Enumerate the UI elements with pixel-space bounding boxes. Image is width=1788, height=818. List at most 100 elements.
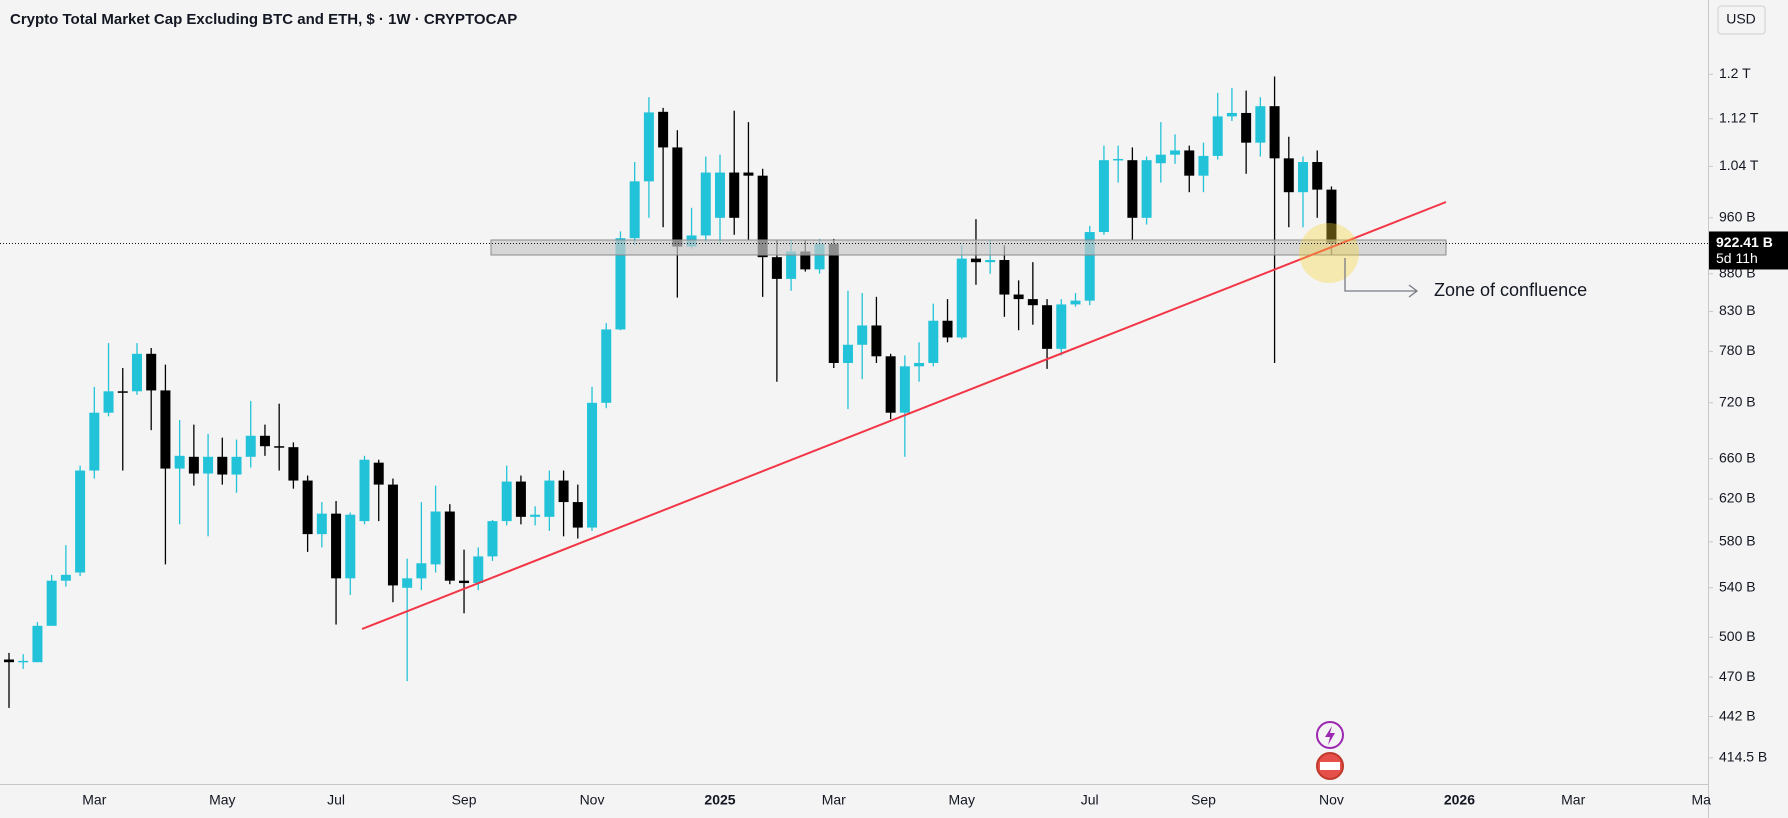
- candle-body: [1312, 162, 1323, 190]
- candle-body: [672, 147, 683, 247]
- candle-body: [615, 238, 626, 330]
- candle-body: [1226, 112, 1237, 117]
- y-tick-label: 1.12 T: [1719, 109, 1759, 125]
- candle-body: [373, 462, 384, 485]
- plot: [4, 76, 1337, 708]
- last-price-label: 922.41 B: [1716, 234, 1773, 250]
- candle-body: [302, 480, 313, 535]
- candle-body: [1155, 154, 1166, 164]
- currency[interactable]: USD: [1726, 11, 1756, 27]
- price-axis-panel: [1708, 0, 1788, 818]
- candle-body: [700, 172, 711, 236]
- candle-body: [1056, 304, 1067, 349]
- candle-body: [160, 390, 171, 469]
- x-tick-label: Ma: [1691, 792, 1711, 808]
- candle-body: [871, 325, 882, 357]
- candle-body: [1198, 155, 1209, 176]
- x-tick-label: Nov: [1319, 792, 1344, 808]
- candle-body: [4, 659, 14, 663]
- y-tick-label: 540 B: [1719, 578, 1756, 594]
- candle-body: [459, 580, 470, 584]
- x-tick-label: Mar: [1561, 792, 1585, 808]
- y-tick-label: 442 B: [1719, 707, 1756, 723]
- candle-body: [245, 435, 256, 457]
- candle-body: [203, 456, 214, 474]
- lightning-glyph: [1325, 726, 1335, 745]
- x-tick-label: Jul: [1081, 792, 1099, 808]
- candle-body: [217, 456, 228, 475]
- candle-body: [757, 175, 768, 258]
- x-tick-label: Sep: [1191, 792, 1216, 808]
- candle-body: [1255, 106, 1266, 143]
- candle-body: [60, 574, 71, 581]
- candle-body: [985, 260, 996, 263]
- candle-body: [359, 459, 370, 522]
- candle-body: [629, 181, 640, 239]
- arrow: [1344, 258, 1417, 292]
- currency-button[interactable]: [1717, 5, 1766, 35]
- countdown: 5d 11h: [1716, 250, 1758, 266]
- candle-body: [999, 260, 1010, 295]
- candle-body: [544, 480, 555, 517]
- candle-body: [231, 456, 242, 475]
- y-tick-label: 414.5 B: [1719, 749, 1767, 765]
- candle-body: [814, 243, 825, 270]
- trend-line: [361, 201, 1447, 630]
- y-tick-label: 470 B: [1719, 668, 1756, 684]
- candle-body: [501, 481, 512, 522]
- candle-body: [970, 258, 981, 263]
- candle-body: [174, 455, 185, 469]
- candle-body: [103, 391, 114, 413]
- x-tick-label: May: [209, 792, 235, 808]
- candle-body: [899, 366, 910, 413]
- candle-body: [515, 481, 526, 517]
- candle-body: [885, 356, 896, 413]
- candle-body: [715, 172, 725, 218]
- candle-body: [75, 470, 86, 573]
- candle-body: [786, 251, 797, 279]
- candle-body: [914, 362, 925, 367]
- y-tick-label: 500 B: [1719, 628, 1756, 644]
- candle-body: [1298, 162, 1309, 193]
- candle-body: [928, 320, 939, 363]
- candle-body: [1170, 150, 1181, 155]
- y-tick-label: 830 B: [1719, 302, 1756, 318]
- candle-body: [387, 484, 398, 586]
- candle-body: [1212, 116, 1223, 156]
- candle-body: [658, 111, 669, 148]
- candle-body: [643, 112, 654, 182]
- candle-body: [800, 251, 811, 270]
- candle-body: [402, 578, 413, 588]
- x-tick-label: May: [949, 792, 975, 808]
- candle-body: [316, 513, 327, 535]
- candle-body: [146, 353, 157, 391]
- candle-body: [188, 456, 199, 474]
- candle-body: [1141, 160, 1152, 218]
- candle-body: [828, 243, 839, 363]
- x-tick-label: 2025: [704, 792, 735, 808]
- candle-body: [430, 511, 441, 565]
- x-tick-label: Mar: [82, 792, 106, 808]
- candle-body: [117, 391, 128, 393]
- candle-body: [1283, 158, 1294, 193]
- y-tick-label: 960 B: [1719, 209, 1756, 225]
- y-tick-label: 620 B: [1719, 490, 1756, 506]
- candle-body: [259, 435, 270, 447]
- candle-body: [18, 660, 29, 663]
- candle-body: [558, 480, 569, 503]
- candle-body: [416, 563, 427, 579]
- x-tick-label: Jul: [327, 792, 345, 808]
- y-tick-label: 780 B: [1719, 342, 1756, 358]
- y-tick-label: 1.04 T: [1719, 157, 1759, 173]
- candle-body: [1113, 158, 1124, 161]
- candle-body: [1042, 305, 1053, 349]
- candle-body: [331, 513, 342, 579]
- candle-body: [345, 514, 356, 579]
- x-tick-label: Mar: [822, 792, 846, 808]
- candle-body: [857, 325, 868, 345]
- candle-body: [530, 514, 541, 517]
- annotation: Zone of confluence: [1434, 280, 1587, 300]
- candle-body: [1098, 160, 1109, 233]
- candle-body: [89, 412, 100, 471]
